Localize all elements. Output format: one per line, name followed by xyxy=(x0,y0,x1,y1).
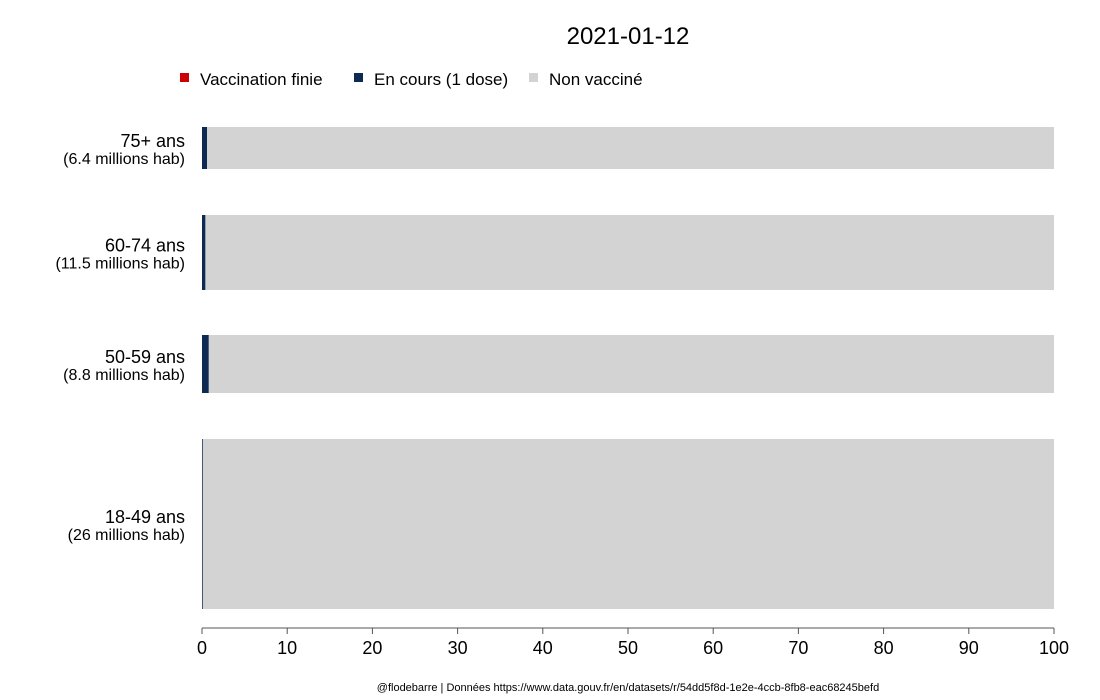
row-sublabel: (11.5 millions hab) xyxy=(55,256,185,273)
x-axis: 0 10 20 30 40 50 60 70 80 90 100 xyxy=(197,627,1069,658)
bar-segment xyxy=(202,439,1055,609)
chart-caption: @flodebarre | Données https://www.data.g… xyxy=(377,682,879,694)
legend: Vaccination finie En cours (1 dose) Non va… xyxy=(180,70,643,89)
row-sublabel: (6.4 millions hab) xyxy=(63,151,185,168)
legend-label: Vaccination finie xyxy=(200,70,323,89)
x-tick-label: 0 xyxy=(197,638,207,658)
x-tick-label: 10 xyxy=(277,638,297,658)
legend-label: Non vacciné xyxy=(549,70,643,89)
row-label: 50-59 ans xyxy=(105,347,185,367)
row-label: 75+ ans xyxy=(120,131,185,151)
x-tick-label: 40 xyxy=(533,638,553,658)
x-tick-label: 60 xyxy=(703,638,723,658)
legend-swatch xyxy=(529,73,538,82)
bar-segment xyxy=(202,335,209,393)
legend-swatch xyxy=(180,73,189,82)
bar-segment xyxy=(205,215,1054,290)
x-tick-label: 20 xyxy=(362,638,382,658)
row-label: 60-74 ans xyxy=(105,236,185,256)
x-tick-label: 80 xyxy=(874,638,894,658)
legend-label: En cours (1 dose) xyxy=(374,70,508,89)
x-tick-label: 70 xyxy=(788,638,808,658)
x-tick-label: 30 xyxy=(448,638,468,658)
row-labels: 75+ ans(6.4 millions hab) 60-74 ans(11.5 … xyxy=(55,131,185,544)
row-sublabel: (8.8 millions hab) xyxy=(63,367,185,384)
bar-segment xyxy=(202,439,203,609)
x-tick-label: 50 xyxy=(618,638,638,658)
bar-segment xyxy=(207,127,1054,169)
x-tick-label: 100 xyxy=(1039,638,1069,658)
x-tick-label: 90 xyxy=(959,638,979,658)
bar-segment xyxy=(202,127,208,169)
row-label: 18-49 ans xyxy=(105,507,185,527)
legend-swatch xyxy=(354,73,363,82)
row-sublabel: (26 millions hab) xyxy=(68,527,185,544)
bar-segment xyxy=(202,215,206,290)
bars xyxy=(202,127,1055,609)
chart-title: 2021-01-12 xyxy=(567,23,690,50)
bar-segment xyxy=(208,335,1055,393)
